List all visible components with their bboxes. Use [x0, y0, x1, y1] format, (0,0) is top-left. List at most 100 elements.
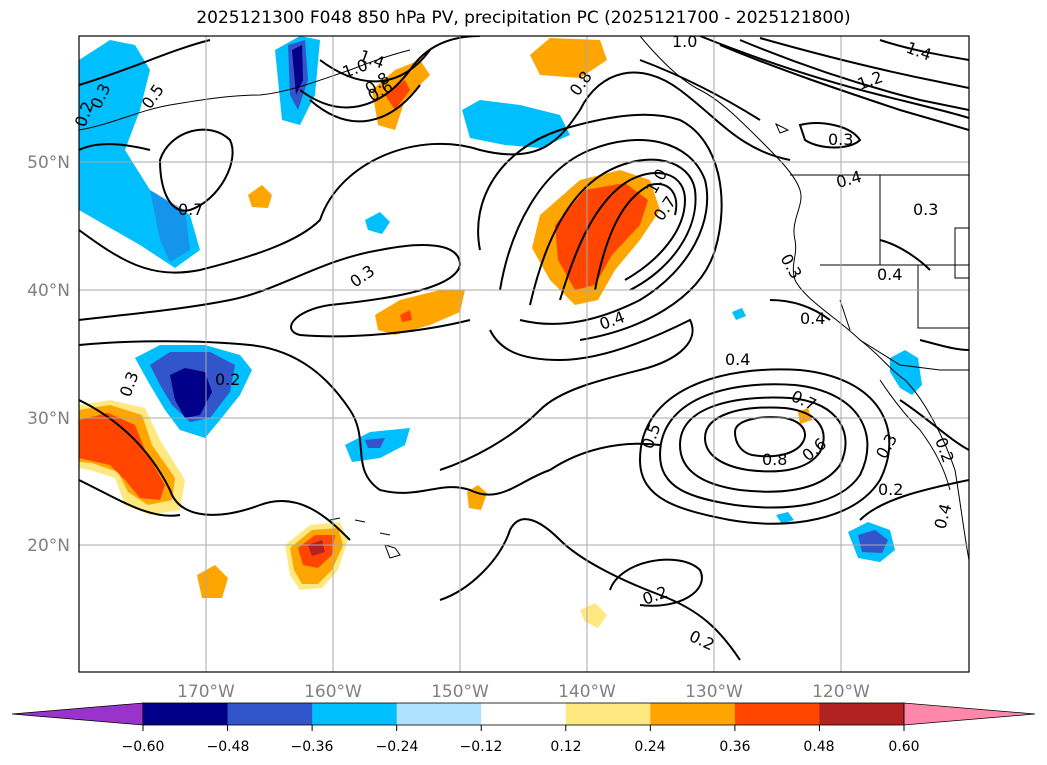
contour-label: 0.4	[725, 350, 750, 369]
pv-contour	[594, 183, 678, 291]
coastline	[954, 227, 969, 279]
coastline	[79, 49, 411, 131]
pv-contour	[638, 368, 891, 525]
lat-label: 40°N	[27, 281, 70, 301]
lon-label: 140°W	[558, 682, 616, 702]
precip-negative-region	[776, 512, 794, 524]
precip-fills	[79, 36, 922, 628]
pv-contour	[309, 84, 421, 123]
precip-negative-region	[365, 438, 385, 448]
pv-contour	[79, 479, 181, 517]
contour-label: 0.2	[215, 370, 240, 389]
pv-contours	[79, 36, 969, 661]
colorbar-tick-label: 0.48	[803, 739, 834, 755]
pv-contour	[439, 518, 741, 661]
colorbar-tick-label: 0.12	[550, 739, 581, 755]
colorbar-tick-label: −0.48	[207, 739, 250, 755]
coastline	[329, 517, 401, 559]
precip-negative-region	[890, 350, 922, 395]
precip-negative-region	[292, 45, 303, 95]
pv-contour	[639, 59, 761, 121]
pv-contour	[719, 44, 969, 131]
coastline	[839, 299, 851, 331]
colorbar-extend-high	[903, 702, 1036, 726]
precip-positive-region	[375, 290, 465, 335]
colorbar-segment	[227, 703, 313, 725]
lon-label: 130°W	[685, 682, 743, 702]
pv-contour	[703, 406, 825, 473]
contour-label: 1.0	[672, 32, 697, 51]
lon-label: 170°W	[177, 682, 235, 702]
precip-negative-region	[170, 368, 212, 418]
pv-contour	[158, 128, 234, 212]
contour-label: 0.4	[800, 309, 825, 328]
precip-positive-region	[400, 310, 412, 322]
precip-negative-region	[732, 308, 746, 320]
pv-contour	[699, 36, 969, 119]
colorbar-tick-label: −0.12	[460, 739, 503, 755]
colorbar-tick-label: −0.24	[376, 739, 419, 755]
lon-label: 120°W	[812, 682, 870, 702]
precip-positive-region	[197, 565, 228, 598]
pv-contour	[79, 340, 551, 496]
pv-contour	[919, 339, 969, 351]
colorbar: −0.60 −0.48 −0.36 −0.24 −0.12 0.12 0.24 …	[11, 702, 1036, 755]
pv-contour	[549, 442, 661, 471]
lon-label: 160°W	[304, 682, 362, 702]
precip-positive-region	[555, 183, 648, 290]
colorbar-segment	[650, 703, 736, 725]
coastlines	[79, 36, 969, 561]
pv-contour	[477, 113, 723, 341]
pv-contour	[879, 39, 969, 61]
colorbar-extend-low	[11, 702, 144, 726]
coastline	[859, 339, 969, 371]
pv-contour	[658, 383, 869, 509]
contour-label: 0.3	[913, 200, 938, 219]
pv-contour	[879, 239, 931, 271]
pv-contour	[79, 39, 211, 86]
coastline	[774, 122, 790, 134]
colorbar-frame	[142, 702, 905, 726]
pv-contour	[798, 122, 862, 149]
coastline	[917, 265, 969, 329]
pv-contour	[559, 171, 687, 301]
pv-contour	[79, 143, 151, 151]
precip-positive-region	[248, 185, 272, 208]
lat-label: 30°N	[27, 409, 70, 429]
pv-contour	[439, 318, 694, 471]
precip-negative-region	[150, 190, 190, 262]
pv-contour	[609, 558, 703, 607]
pv-contour	[759, 37, 969, 89]
pv-contour	[899, 399, 969, 451]
colorbar-tick-label: 0.36	[719, 739, 750, 755]
contour-label: 0.4	[877, 265, 902, 284]
pv-contour	[79, 71, 791, 274]
pv-contour	[733, 416, 806, 458]
colorbar-tick-label: −0.60	[122, 739, 165, 755]
pv-contour	[499, 139, 709, 325]
gridlines	[79, 36, 969, 672]
precip-positive-region	[79, 413, 165, 500]
colorbar-segment	[143, 703, 229, 725]
colorbar-segment	[734, 703, 820, 725]
colorbar-segment	[481, 703, 567, 725]
lat-label: 50°N	[27, 153, 70, 173]
contour-label: 0.2	[878, 480, 903, 499]
coastline	[639, 36, 969, 561]
colorbar-segment	[565, 703, 651, 725]
pv-contour	[529, 158, 697, 306]
precip-negative-region	[858, 530, 888, 553]
colorbar-tick-label: 0.60	[888, 739, 919, 755]
colorbar-tick-label: 0.24	[634, 739, 665, 755]
map-frame	[78, 35, 970, 673]
pv-contour	[678, 396, 847, 493]
precip-negative-region	[79, 40, 200, 268]
lat-label: 20°N	[27, 536, 70, 556]
precip-positive-region	[308, 540, 325, 556]
contour-label: 0.3	[828, 130, 853, 149]
pv-contour	[769, 299, 831, 321]
pv-contour	[739, 39, 969, 111]
lon-label: 150°W	[431, 682, 489, 702]
contour-label: 0.8	[762, 450, 787, 469]
